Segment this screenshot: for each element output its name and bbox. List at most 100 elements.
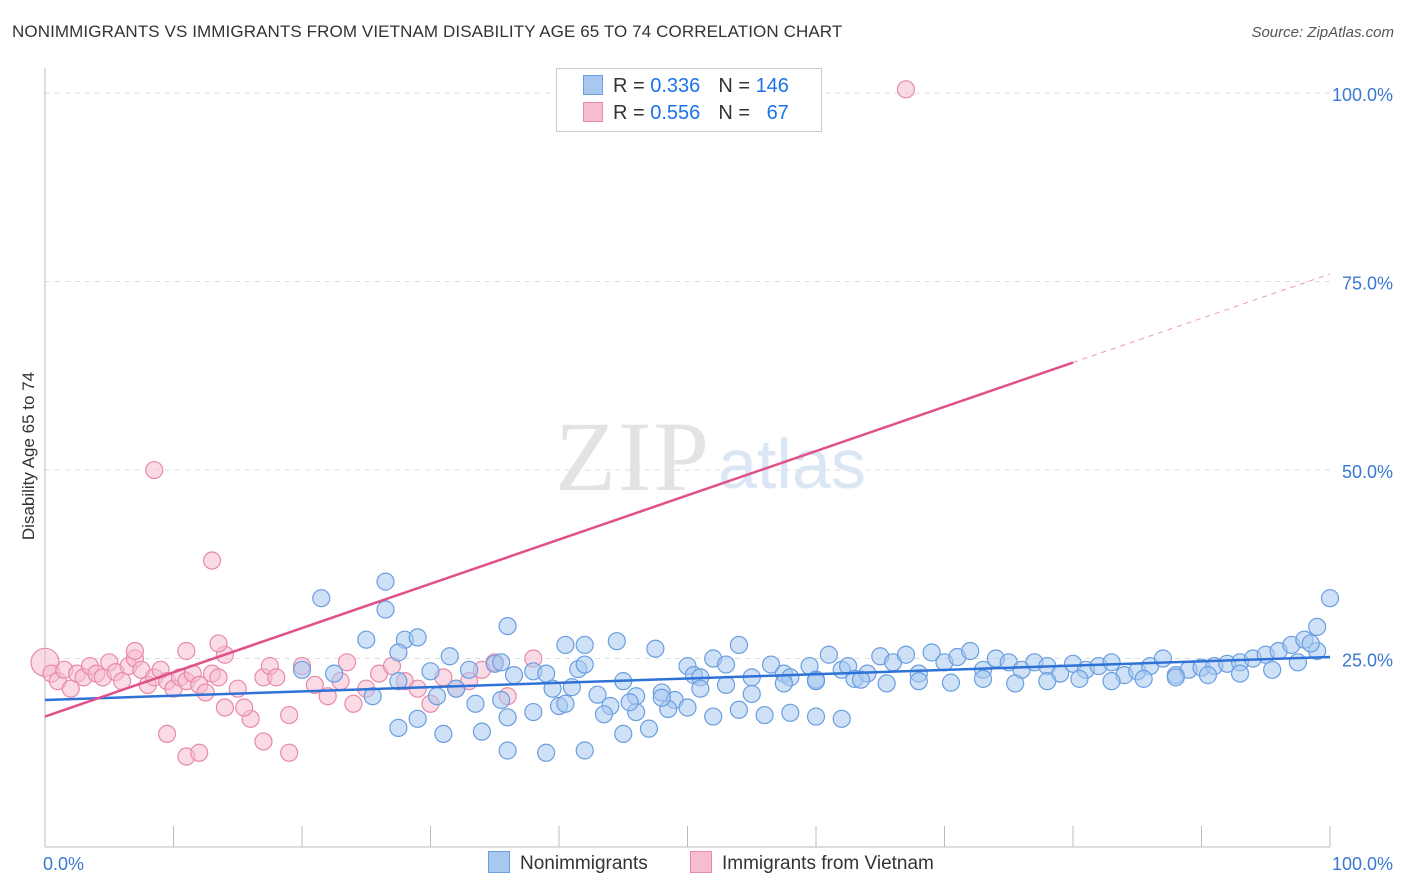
data-point-immigrants (196, 683, 215, 702)
data-point-nonimmigrants (652, 688, 671, 707)
watermark-zip: ZIP (555, 401, 711, 512)
data-point-nonimmigrants (639, 719, 659, 738)
data-point-nonimmigrants (594, 705, 614, 724)
data-point-nonimmigrants (774, 674, 793, 693)
data-point-nonimmigrants (440, 647, 459, 666)
legend-n-label: N = (718, 75, 756, 97)
data-point-nonimmigrants (427, 687, 447, 706)
data-point-nonimmigrants (492, 690, 511, 710)
data-point-immigrants (344, 694, 363, 713)
data-point-nonimmigrants (325, 664, 344, 683)
source-label: Source: ZipAtlas.com (1251, 24, 1394, 41)
data-point-nonimmigrants (607, 632, 626, 651)
data-point-nonimmigrants (1288, 653, 1307, 672)
data-point-nonimmigrants (498, 708, 517, 727)
legend-r-value: 0.556 (650, 102, 701, 124)
data-point-nonimmigrants (543, 679, 562, 698)
data-point-nonimmigrants (498, 741, 517, 760)
data-point-nonimmigrants (973, 669, 993, 688)
data-point-nonimmigrants (742, 684, 761, 704)
data-point-nonimmigrants (729, 700, 749, 719)
data-point-immigrants (202, 551, 222, 570)
data-point-nonimmigrants (832, 709, 851, 728)
legend: R = 0.336 N = 146 R = 0.556 N = 67 (556, 68, 822, 132)
gridlines (45, 92, 1330, 660)
data-point-immigrants (896, 80, 916, 99)
data-point-immigrants (177, 641, 196, 661)
data-point-nonimmigrants (896, 645, 916, 664)
trendlines (44, 273, 1331, 718)
data-point-nonimmigrants (498, 617, 517, 636)
trendline-immigrants (44, 361, 1074, 718)
data-point-nonimmigrants (588, 685, 607, 704)
data-point-immigrants (305, 675, 324, 695)
data-point-nonimmigrants (1301, 634, 1320, 653)
y-tick-label: 25.0% (1342, 651, 1393, 671)
data-point-nonimmigrants (466, 694, 485, 713)
bottom-legend-label: Immigrants from Vietnam (722, 853, 934, 874)
chart-title: NONIMMIGRANTS VS IMMIGRANTS FROM VIETNAM… (12, 22, 843, 41)
data-point-nonimmigrants (434, 724, 453, 744)
data-point-nonimmigrants (691, 679, 710, 698)
data-point-nonimmigrants (575, 635, 594, 655)
data-point-nonimmigrants (1070, 669, 1089, 688)
legend-swatch-pink (583, 102, 603, 122)
data-point-nonimmigrants (761, 655, 781, 674)
bottom-legend-swatch-blue (488, 851, 510, 873)
data-point-nonimmigrants (1166, 668, 1185, 687)
data-point-nonimmigrants (459, 660, 479, 679)
data-point-nonimmigrants (575, 655, 594, 674)
bottom-legend-immigrants: Immigrants from Vietnam (690, 851, 934, 875)
legend-n-value: 146 (755, 75, 789, 97)
data-point-nonimmigrants (504, 666, 524, 685)
x-tick-label: 0.0% (43, 854, 84, 874)
data-point-nonimmigrants (806, 707, 826, 726)
data-point-nonimmigrants (614, 724, 633, 744)
data-point-immigrants (318, 687, 337, 706)
data-point-immigrants (280, 705, 299, 725)
y-tick-label: 75.0% (1342, 274, 1393, 294)
legend-row-immigrants: R = 0.556 N = 67 (583, 102, 789, 125)
data-point-nonimmigrants (1134, 669, 1153, 688)
data-point-nonimmigrants (363, 687, 382, 706)
legend-r-value: 0.336 (650, 75, 701, 97)
bottom-legend-label: Nonimmigrants (520, 853, 648, 874)
data-point-nonimmigrants (292, 660, 312, 679)
trendline-immigrants-extension (1072, 273, 1331, 364)
data-point-immigrants (145, 460, 164, 480)
bottom-legend-swatch-pink (690, 851, 712, 873)
data-point-nonimmigrants (1308, 617, 1327, 636)
data-point-nonimmigrants (877, 674, 896, 693)
data-point-nonimmigrants (961, 641, 980, 661)
legend-n-value: 67 (766, 102, 789, 124)
data-point-immigrants (215, 698, 234, 717)
data-point-nonimmigrants (537, 743, 556, 762)
data-point-nonimmigrants (922, 643, 941, 662)
data-point-immigrants (280, 743, 299, 762)
data-point-nonimmigrants (1102, 653, 1121, 672)
legend-swatch-blue (583, 75, 603, 95)
data-point-nonimmigrants (556, 635, 575, 655)
data-point-nonimmigrants (646, 639, 665, 658)
watermark: ZIP atlas (555, 401, 866, 512)
data-point-nonimmigrants (357, 630, 376, 649)
data-point-immigrants (337, 653, 357, 672)
legend-row-nonimmigrants: R = 0.336 N = 146 (583, 75, 789, 98)
data-point-nonimmigrants (909, 672, 928, 691)
data-point-nonimmigrants (620, 693, 639, 712)
data-point-immigrants (125, 641, 145, 661)
data-point-nonimmigrants (716, 675, 736, 695)
data-point-nonimmigrants (447, 679, 466, 698)
data-point-nonimmigrants (1320, 589, 1340, 608)
data-point-nonimmigrants (1153, 649, 1173, 668)
data-point-nonimmigrants (819, 645, 838, 664)
data-point-immigrants (235, 698, 254, 717)
y-axis-label: Disability Age 65 to 74 (19, 372, 38, 540)
data-point-nonimmigrants (575, 741, 594, 760)
axes (44, 68, 1331, 848)
watermark-atlas: atlas (718, 425, 866, 503)
data-point-nonimmigrants (492, 653, 511, 672)
data-point-nonimmigrants (312, 589, 331, 608)
data-point-nonimmigrants (524, 702, 543, 722)
data-point-nonimmigrants (1198, 666, 1218, 685)
